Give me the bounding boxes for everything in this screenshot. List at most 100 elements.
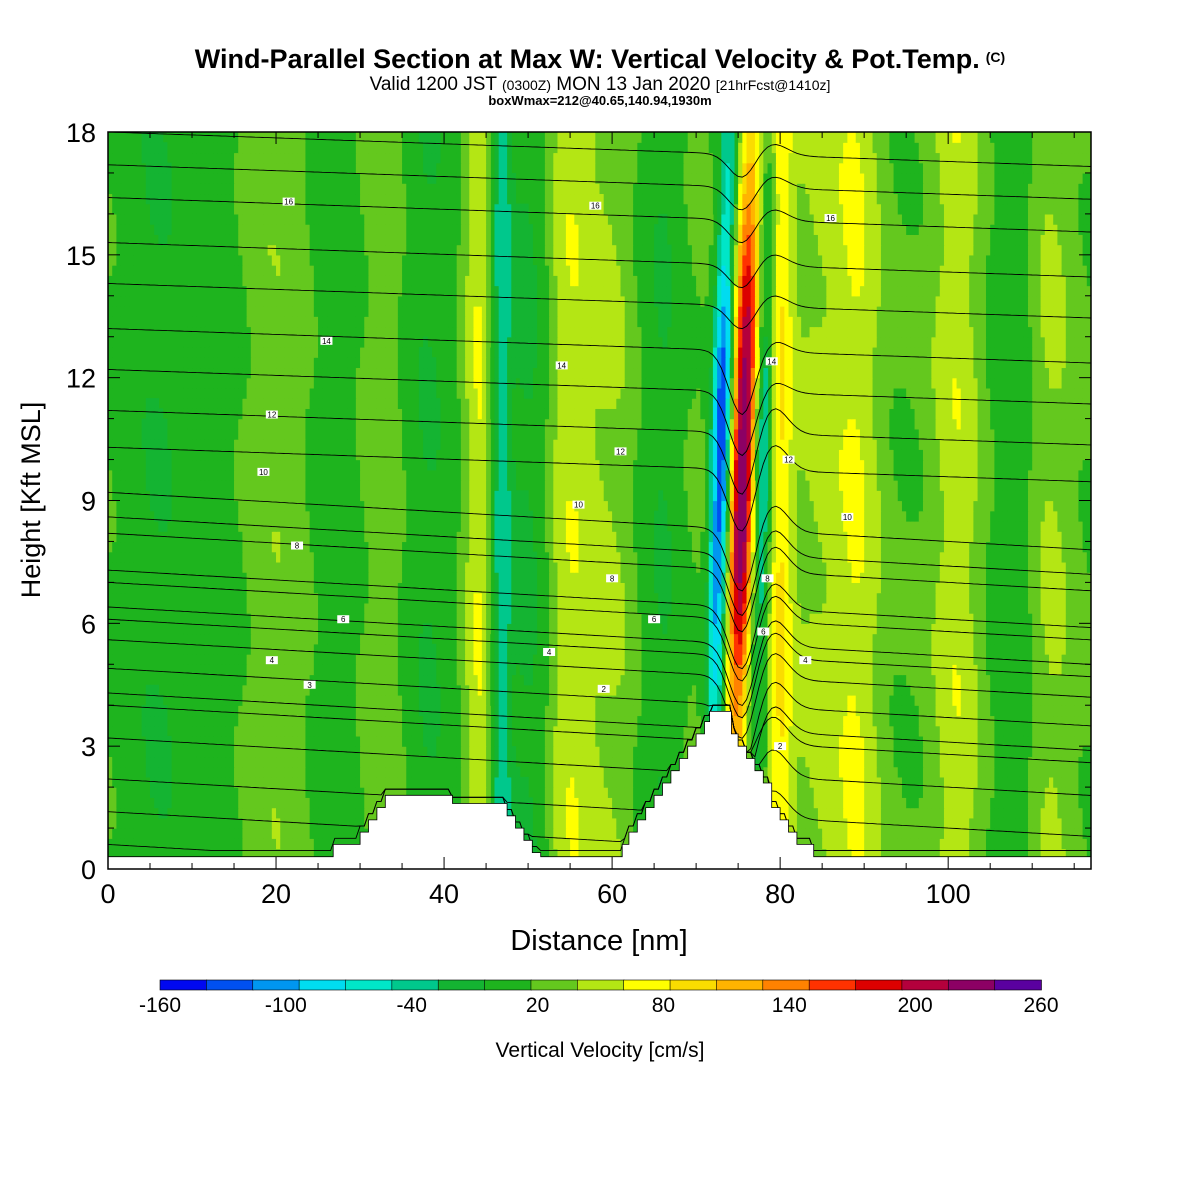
w-cell xyxy=(813,807,819,819)
w-cell xyxy=(477,756,483,768)
w-cell xyxy=(502,654,508,665)
w-cell xyxy=(242,776,248,788)
w-cell xyxy=(1053,848,1058,860)
w-cell xyxy=(586,725,592,737)
w-cell xyxy=(1040,602,1046,614)
w-cell xyxy=(628,633,634,645)
w-cell xyxy=(876,705,882,717)
w-cell xyxy=(612,623,617,635)
w-cell xyxy=(309,828,315,839)
w-cell xyxy=(1086,725,1091,737)
w-cell xyxy=(376,654,382,665)
w-cell xyxy=(1027,817,1033,829)
w-cell xyxy=(1053,633,1058,645)
w-cell xyxy=(843,654,848,665)
w-cell xyxy=(154,776,160,788)
w-cell xyxy=(813,623,819,635)
w-cell xyxy=(864,602,869,614)
w-cell xyxy=(754,756,760,768)
w-cell xyxy=(956,848,962,860)
w-cell xyxy=(637,705,643,717)
w-cell xyxy=(1036,654,1042,665)
w-cell xyxy=(565,654,571,665)
w-cell xyxy=(187,643,193,655)
w-cell xyxy=(456,715,462,727)
w-cell xyxy=(544,797,550,809)
w-cell xyxy=(288,613,294,624)
w-cell xyxy=(355,838,361,850)
w-cell xyxy=(838,735,844,747)
w-cell xyxy=(628,623,634,635)
w-cell xyxy=(108,725,113,737)
w-cell xyxy=(1082,756,1088,768)
w-cell xyxy=(465,787,470,798)
w-cell xyxy=(473,664,479,676)
w-cell xyxy=(943,684,949,696)
w-cell xyxy=(452,684,458,696)
w-cell xyxy=(952,787,958,798)
w-cell xyxy=(973,838,979,850)
w-cell xyxy=(112,602,117,614)
w-cell xyxy=(473,613,479,624)
w-cell xyxy=(612,633,617,645)
w-cell xyxy=(360,735,365,747)
w-cell xyxy=(826,797,832,809)
w-cell xyxy=(801,613,806,624)
w-cell xyxy=(578,838,584,850)
w-cell xyxy=(1044,746,1050,758)
w-cell xyxy=(297,725,302,737)
w-cell xyxy=(855,715,861,727)
w-cell xyxy=(1048,797,1054,809)
w-cell xyxy=(376,746,382,758)
w-cell xyxy=(880,582,886,594)
w-cell xyxy=(360,664,365,676)
w-cell xyxy=(927,633,932,645)
w-cell xyxy=(498,797,504,809)
w-cell xyxy=(855,725,861,737)
w-cell xyxy=(402,592,407,604)
w-cell xyxy=(952,756,958,768)
w-cell xyxy=(1036,602,1042,614)
w-cell xyxy=(704,674,710,686)
w-cell xyxy=(221,746,227,758)
w-cell xyxy=(628,654,634,665)
w-cell xyxy=(549,664,554,676)
w-cell xyxy=(885,817,890,829)
w-cell xyxy=(322,654,328,665)
w-cell xyxy=(267,664,273,676)
w-cell xyxy=(351,694,357,706)
w-cell xyxy=(280,643,286,655)
w-cell xyxy=(1032,684,1037,696)
w-cell xyxy=(494,664,500,676)
w-cell xyxy=(255,715,260,727)
w-cell xyxy=(221,674,227,686)
w-cell xyxy=(935,715,941,727)
w-cell xyxy=(847,694,853,706)
w-cell xyxy=(872,797,878,809)
w-cell xyxy=(561,664,567,676)
w-cell xyxy=(511,746,517,758)
w-cell xyxy=(612,756,617,768)
w-cell xyxy=(221,715,227,727)
w-cell xyxy=(969,674,974,686)
w-cell xyxy=(1065,746,1071,758)
w-cell xyxy=(801,746,806,758)
w-cell xyxy=(784,746,790,758)
w-cell xyxy=(817,776,823,788)
w-cell xyxy=(389,776,395,788)
w-cell xyxy=(276,756,281,768)
w-cell xyxy=(112,787,117,798)
w-cell xyxy=(355,582,361,594)
w-cell xyxy=(864,633,869,645)
w-cell xyxy=(599,613,605,624)
w-cell xyxy=(519,807,525,819)
w-cell xyxy=(885,735,890,747)
w-cell xyxy=(498,674,504,686)
w-cell xyxy=(893,674,899,686)
w-cell xyxy=(855,654,861,665)
w-cell xyxy=(977,623,983,635)
w-cell xyxy=(1048,694,1054,706)
w-cell xyxy=(1044,664,1050,676)
w-cell xyxy=(906,766,911,778)
w-cell xyxy=(897,664,903,676)
